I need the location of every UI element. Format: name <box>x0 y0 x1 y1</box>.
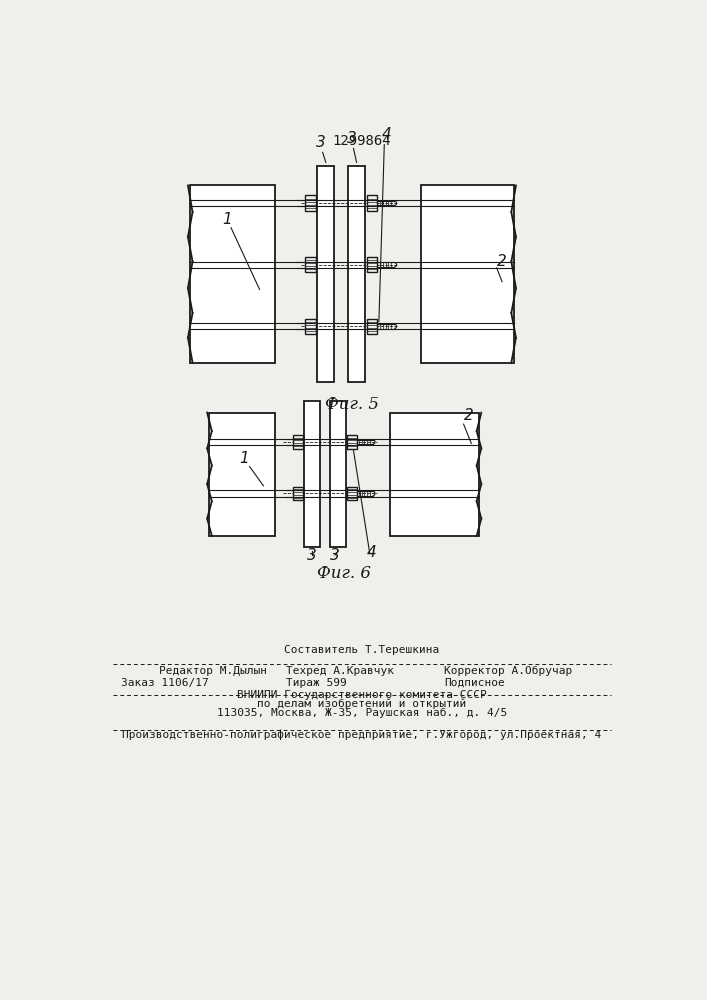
Bar <box>330 401 346 547</box>
Text: Техред А.Кравчук: Техред А.Кравчук <box>286 666 395 676</box>
Bar <box>209 413 275 536</box>
Bar <box>347 435 357 449</box>
Text: Заказ 1106/17: Заказ 1106/17 <box>121 678 209 688</box>
Bar <box>348 166 365 382</box>
Bar <box>305 257 316 272</box>
Text: Фиг. 6: Фиг. 6 <box>317 565 371 582</box>
Bar <box>421 185 514 363</box>
Bar <box>190 185 275 363</box>
Text: 3: 3 <box>330 548 340 563</box>
Text: по делам изобретений и открытий: по делам изобретений и открытий <box>257 698 467 709</box>
Bar <box>305 195 316 211</box>
Text: Составитель Т.Терешкина: Составитель Т.Терешкина <box>284 645 440 655</box>
Text: Редактор М.Дылын: Редактор М.Дылын <box>160 666 267 676</box>
Text: Подписное: Подписное <box>444 678 505 688</box>
Text: 1: 1 <box>222 212 232 227</box>
Bar <box>366 195 378 211</box>
Text: 2: 2 <box>497 254 507 269</box>
Bar <box>293 435 303 449</box>
Bar <box>293 487 303 500</box>
Text: 1: 1 <box>239 451 249 466</box>
Text: 3: 3 <box>307 548 317 563</box>
Text: Фиг. 5: Фиг. 5 <box>325 396 379 413</box>
Text: ВНИИПИ Государственного комитета СССР: ВНИИПИ Государственного комитета СССР <box>237 690 487 700</box>
Text: 3: 3 <box>347 131 357 146</box>
Text: 3: 3 <box>316 135 326 150</box>
Text: Тираж 599: Тираж 599 <box>286 678 347 688</box>
Text: 4: 4 <box>366 545 376 560</box>
Text: 2: 2 <box>464 408 474 423</box>
Bar <box>366 257 378 272</box>
Bar <box>304 401 320 547</box>
Text: Производственно-полиграфическое предприятие, г.Ужгород, ул.Проектная, 4: Производственно-полиграфическое предприя… <box>122 730 602 740</box>
Bar <box>347 487 357 500</box>
Text: 1299864: 1299864 <box>332 134 391 148</box>
Bar <box>390 413 479 536</box>
Text: 4: 4 <box>382 127 392 142</box>
Bar <box>317 166 334 382</box>
Bar <box>305 319 316 334</box>
Text: 113035, Москва, Ж-35, Раушская наб., д. 4/5: 113035, Москва, Ж-35, Раушская наб., д. … <box>217 708 507 718</box>
Text: Корректор А.Обручар: Корректор А.Обручар <box>444 666 573 676</box>
Bar <box>366 319 378 334</box>
